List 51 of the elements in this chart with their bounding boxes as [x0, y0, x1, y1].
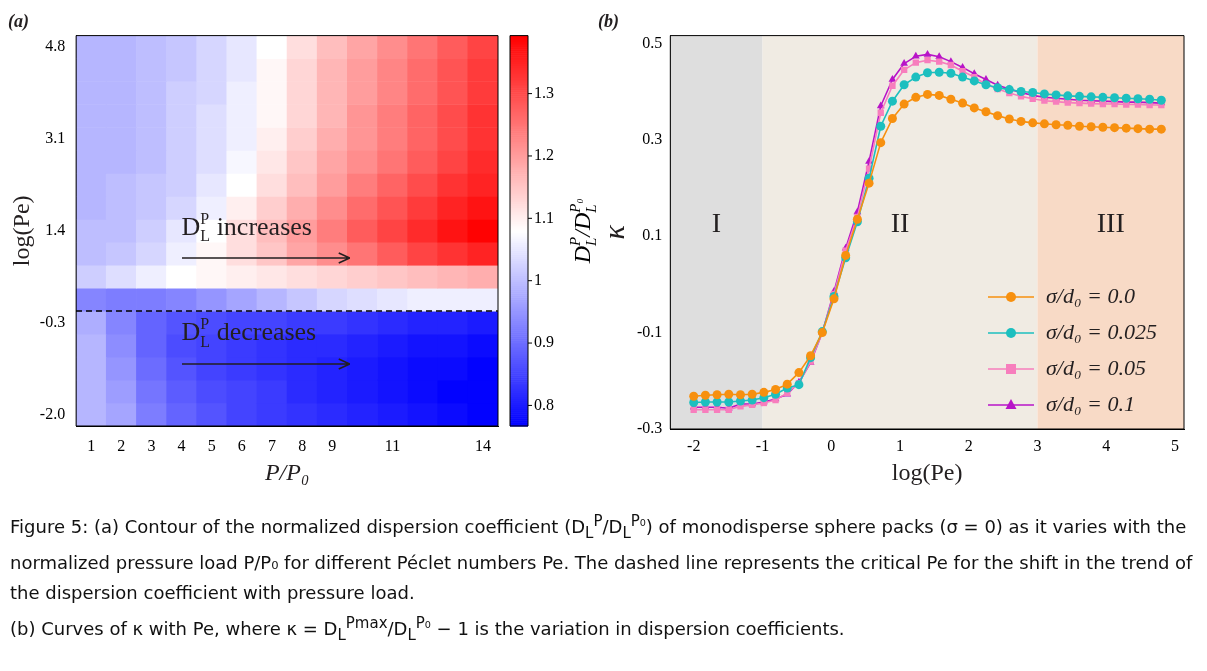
x-tick-label: 5 [1171, 436, 1180, 454]
x-tick-label: -1 [755, 436, 770, 454]
x-tick-label: 6 [237, 436, 246, 454]
color-bar-label: 1.1 [534, 208, 554, 226]
color-bar-label: 0.8 [534, 395, 554, 413]
x-tick-label: 3 [1033, 436, 1042, 454]
chart-title: (a) [8, 11, 29, 33]
x-axis-title: log(Pe) [891, 458, 963, 485]
x-tick-label: 5 [207, 436, 216, 454]
chart-title: (b) [598, 11, 619, 33]
y-tick-label: -2.0 [39, 404, 66, 422]
x-tick-label: 3 [147, 436, 156, 454]
text: Figure 5: (a) Contour of the normalized dispersion coefficient (D$_{L}$$^{P}$/D$_{L}$$^{P₀}$) of monodisperse sphere packs (σ = 0) as it varies with the normalized pressure load P/P₀ for different Péclet numbers Pe. The dashed line represents the critical Pe for the shift in the trend of the dispersion coefficient with pressure load. [10, 512, 1193, 603]
color-bar-label: 1.3 [534, 83, 554, 101]
y-axis-title: log(Pe) [7, 195, 34, 267]
band-label: I [711, 207, 722, 239]
x-tick-label: 2 [964, 436, 973, 454]
x-tick-label: 8 [298, 436, 307, 454]
y-tick-label: 1.4 [45, 221, 66, 238]
y-tick-label: 0.1 [642, 226, 663, 244]
x-tick-label: -2 [687, 436, 701, 454]
color-bar-title: DLP/DLP₀ [566, 198, 599, 265]
x-tick-label: 4 [177, 436, 186, 454]
x-tick-label: 9 [328, 436, 337, 454]
x-tick-label: 1 [87, 436, 96, 454]
y-tick-label: -0.3 [39, 312, 66, 330]
x-tick-label: 2 [117, 436, 126, 454]
x-tick-label: 7 [268, 436, 276, 454]
color-bar-label: 1 [534, 270, 542, 288]
color-bar-label: 1.2 [534, 146, 554, 164]
text: (b) Curves of κ with Pe, where κ = D$_{L}$$^{Pmax}$/D$_{L}$$^{P₀}$ − 1 is the variation in dispersion coefficients. [10, 612, 846, 646]
band-label: III [1096, 207, 1125, 239]
x-tick-label: 4 [1102, 436, 1111, 454]
x-tick-label: 1 [896, 436, 904, 454]
legend-label: σ/d₀ = 0.1 [1046, 390, 1135, 416]
legend-label: σ/d₀ = 0.025 [1046, 318, 1157, 344]
legend-label: σ/d₀ = 0.0 [1046, 282, 1135, 308]
band-label: II [890, 207, 910, 239]
x-tick-label: 14 [474, 436, 491, 454]
legend-label: σ/d₀ = 0.05 [1046, 354, 1146, 380]
y-tick-label: -0.3 [637, 419, 663, 437]
x-tick-label: 0 [827, 436, 836, 454]
y-tick-label: -0.1 [637, 322, 663, 340]
y-tick-label: 4.8 [45, 37, 66, 55]
y-tick-label: 3.1 [45, 129, 66, 147]
y-tick-label: 0.3 [642, 129, 663, 147]
color-bar-label: 0.9 [534, 333, 554, 351]
y-axis-title: κ [596, 224, 630, 240]
y-tick-label: 0.5 [642, 33, 663, 51]
x-axis-title: P/P₀ [263, 458, 310, 485]
x-tick-label: 11 [384, 436, 401, 454]
